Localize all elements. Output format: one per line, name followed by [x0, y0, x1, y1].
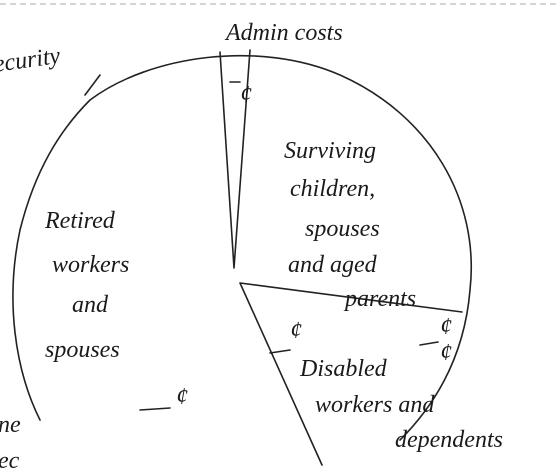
slice-label: Retired: [44, 208, 116, 234]
slice-mark: ¢: [440, 340, 452, 366]
ink-ticks: [84, 74, 439, 411]
margin-text: ec: [0, 448, 20, 471]
slice-label: workers and: [315, 392, 435, 418]
pie-outline: [12, 54, 472, 441]
slice-label: spouses: [45, 337, 120, 363]
slice-label: Surviving: [284, 138, 376, 164]
margin-text: ne: [0, 412, 21, 438]
slice-mark: ¢: [290, 318, 302, 344]
slice-label: workers: [52, 252, 129, 278]
disabled-slice-edges: [239, 282, 463, 466]
admin-slice-edges: [219, 49, 251, 269]
slice-label: parents: [343, 286, 416, 312]
slice-label: dependents: [395, 427, 503, 453]
slice-label: children,: [290, 176, 375, 202]
slice-label: and aged: [288, 252, 378, 278]
slice-mark: ¢: [240, 82, 252, 108]
slice-mark: ¢: [440, 314, 452, 340]
slice-label: spouses: [305, 216, 380, 242]
slice-label: Disabled: [299, 356, 388, 382]
slice-label: and: [72, 292, 109, 318]
slice-label: Admin costs: [224, 20, 343, 46]
slice-mark: ¢: [176, 384, 188, 410]
